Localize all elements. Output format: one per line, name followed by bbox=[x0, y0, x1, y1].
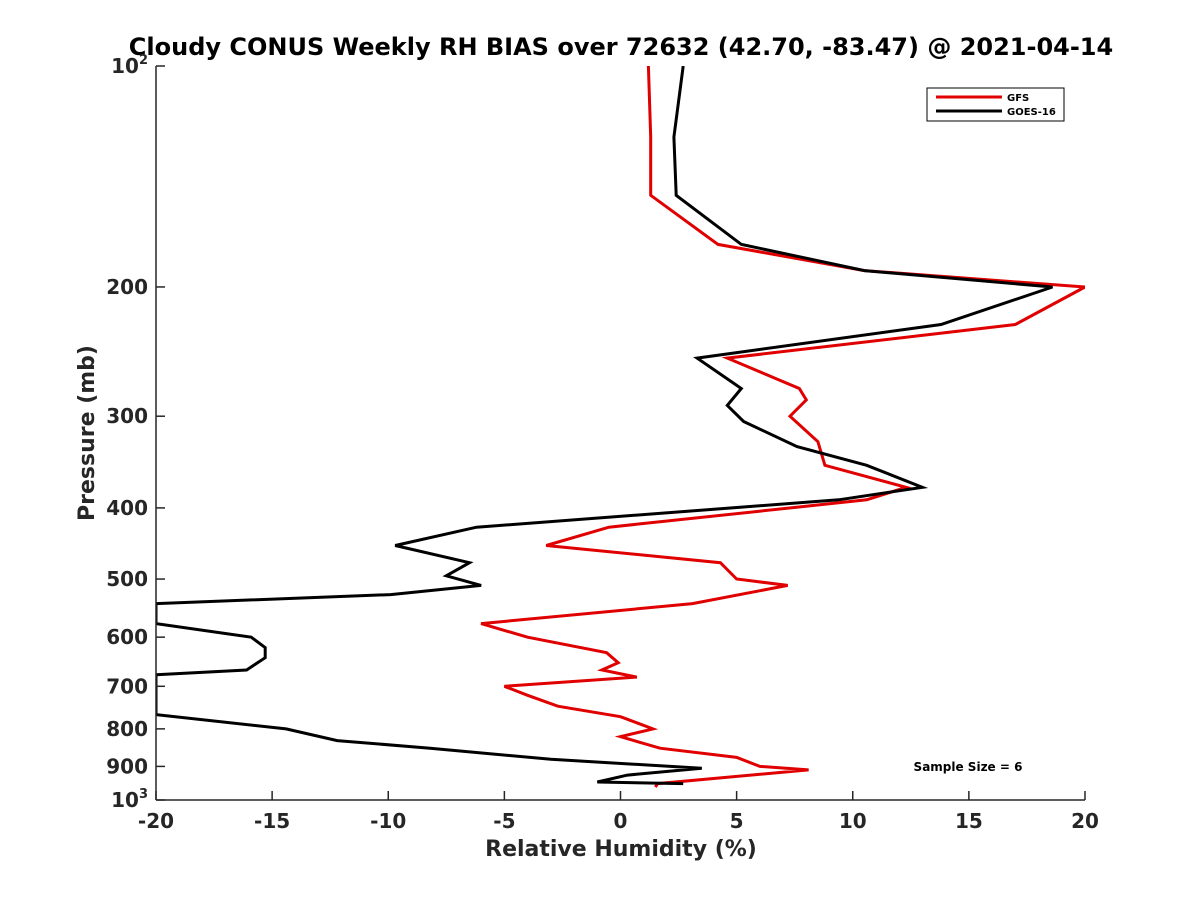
y-tick-label: 600 bbox=[106, 625, 148, 649]
y-tick-label: 300 bbox=[106, 404, 148, 428]
y-axis-label: Pressure (mb) bbox=[75, 345, 100, 521]
series-line-goes-16 bbox=[156, 66, 1053, 786]
y-tick-label: 900 bbox=[106, 754, 148, 778]
series-layer bbox=[156, 66, 1085, 788]
y-tick-label: 200 bbox=[106, 275, 148, 299]
x-tick-label: 5 bbox=[730, 809, 744, 833]
y-tick-label: 400 bbox=[106, 496, 148, 520]
y-tick-label: 102 bbox=[111, 53, 148, 78]
sample-size-annotation: Sample Size = 6 bbox=[914, 760, 1023, 774]
legend-box bbox=[926, 87, 1065, 122]
x-tick-label: -20 bbox=[138, 809, 174, 833]
y-tick-label: 700 bbox=[106, 674, 148, 698]
x-axis: -20 -15 -10 -5 0 5 10 15 20 bbox=[138, 791, 1099, 833]
legend-label: GFS bbox=[1007, 93, 1029, 104]
legend: GFS GOES-16 bbox=[926, 87, 1065, 122]
x-tick-label: -10 bbox=[370, 809, 406, 833]
x-tick-label: 10 bbox=[839, 809, 867, 833]
x-tick-label: -15 bbox=[254, 809, 290, 833]
y-tick-label: 500 bbox=[106, 567, 148, 591]
x-tick-label: 20 bbox=[1071, 809, 1099, 833]
chart-title: Cloudy CONUS Weekly RH BIAS over 72632 (… bbox=[129, 33, 1113, 61]
series-line-gfs bbox=[480, 66, 1085, 788]
plot-area: -20 -15 -10 -5 0 5 10 15 20 102 200 300 400 500 600 70… bbox=[106, 53, 1099, 833]
x-tick-label: -5 bbox=[493, 809, 515, 833]
legend-label: GOES-16 bbox=[1007, 107, 1056, 118]
x-tick-label: 15 bbox=[955, 809, 983, 833]
x-axis-label: Relative Humidity (%) bbox=[485, 837, 757, 862]
x-tick-label: 0 bbox=[614, 809, 628, 833]
y-tick-label: 800 bbox=[106, 717, 148, 741]
